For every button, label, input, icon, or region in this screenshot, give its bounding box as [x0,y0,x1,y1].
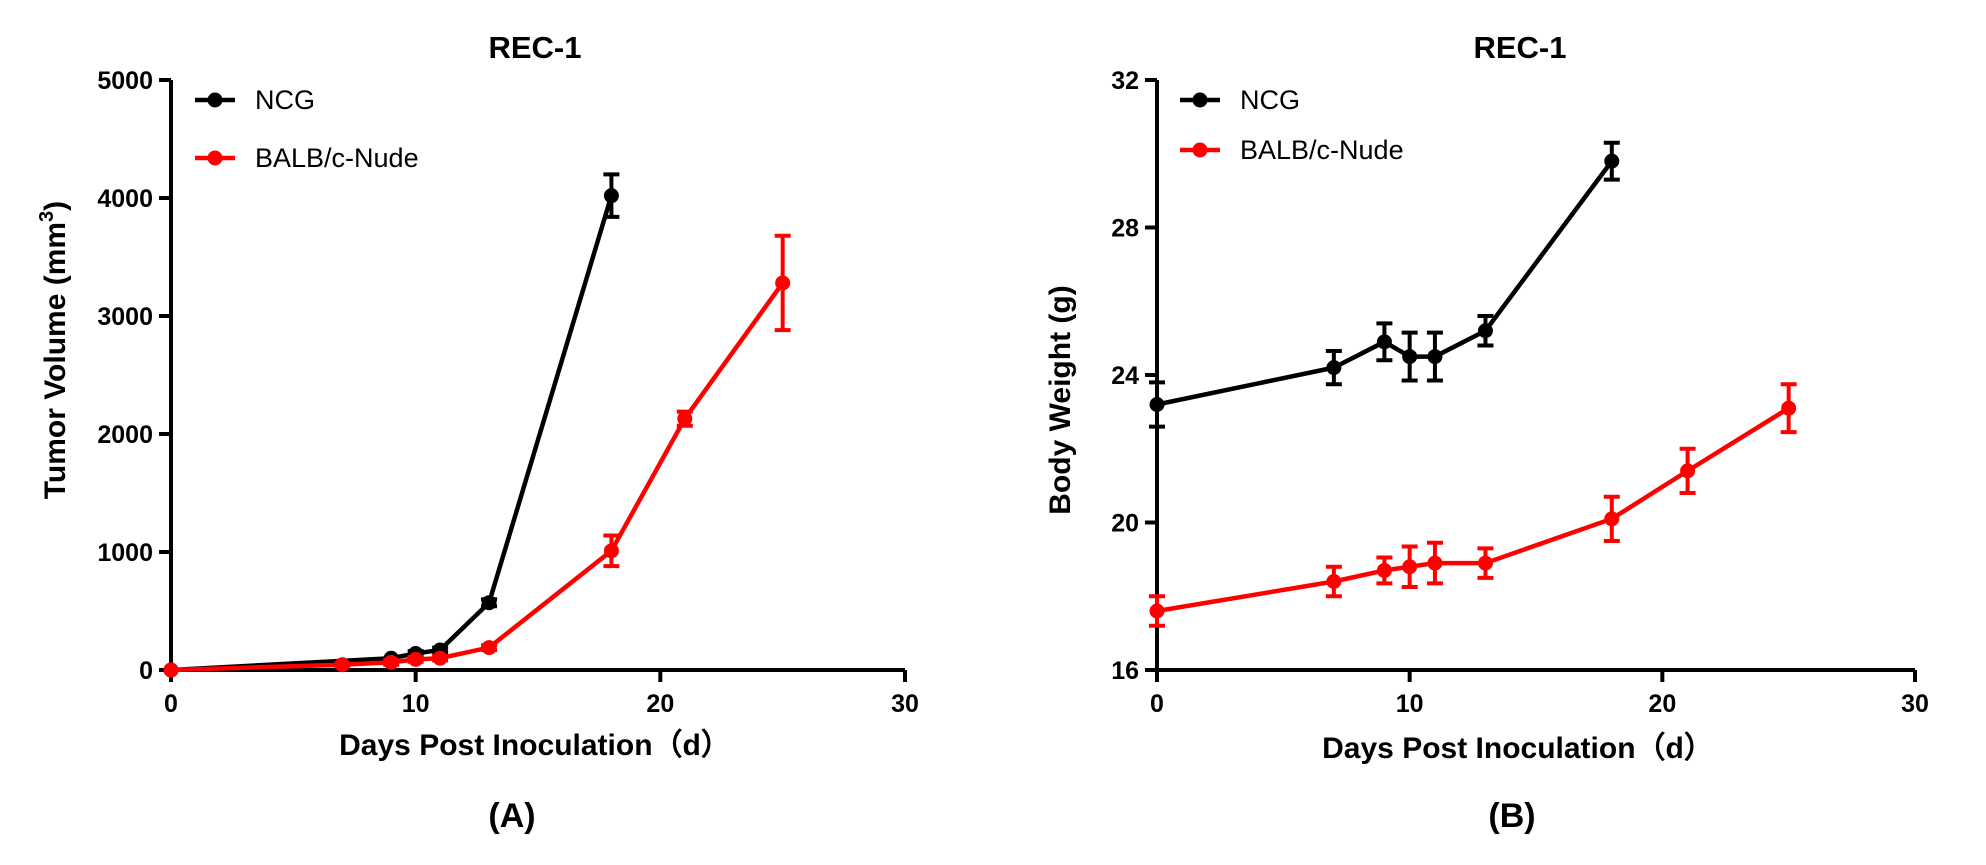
panel-b-ncg-point [1149,397,1165,412]
panel-a-y-axis-label-close: ) [39,201,72,211]
panel-a-y-tick-label: 1000 [97,539,153,567]
panel-b-y-axis-label: Body Weight (g) [1044,285,1077,514]
panel-b-ncg-point [1427,349,1443,365]
panel-a-balbc-nude-point [677,411,693,427]
panel-b-balbc-nude-point [1477,555,1493,571]
panel-b-y-tick-label: 24 [1111,362,1139,390]
panel-a-legend-balbc-nude-marker [207,150,223,166]
panel-a-ncg-point [481,595,497,611]
panel-b-x-tick-label: 20 [1648,690,1676,718]
panel-a-x-tick-label: 20 [646,690,674,718]
panel-a-y-tick-label: 2000 [97,421,153,449]
panel-a-legend: NCG BALB/c-Nude [195,85,419,173]
panel-a-ncg-point [603,188,619,204]
panel-b-ncg-point [1376,334,1392,350]
panel-a-y-tick-label: 0 [139,657,153,685]
panel-b-balbc-nude-point [1781,400,1797,416]
panel-a-legend-balbc-nude-label: BALB/c-Nude [255,143,419,173]
panel-b-title: REC-1 [1473,30,1566,65]
panel-a-y-axis-label-superscript: 3 [36,211,58,222]
panel-a-legend-ncg-marker [207,92,223,108]
panel-b-x-axis-label: Days Post Inoculation（d） [1322,731,1714,765]
panel-b-series [1149,140,1797,628]
panel-b-balbc-nude-point [1326,574,1342,589]
panel-a-balbc-nude-point [163,662,179,678]
panel-b-legend-balbc-nude-marker [1192,142,1208,158]
panel-a-balbc-nude-point [775,275,791,291]
panel-a-balbc-nude-point [481,640,497,656]
panel-b-balbc-nude-point [1402,559,1418,575]
panel-b-y-tick-label: 16 [1111,657,1139,685]
panel-b-x-tick-label: 10 [1396,690,1424,718]
panel-b-ncg-point [1477,323,1493,339]
panel-b-ncg-point [1326,360,1342,376]
panel-a-x-axis-label: Days Post Inoculation（d） [339,728,731,762]
panel-a-y-axis-label-text: Tumor Volume (mm3) [36,201,72,499]
panel-b-axes: 0 10 20 30 16 20 24 28 32 [1111,67,1929,718]
panel-a-title: REC-1 [488,30,581,65]
panel-a-balbc-nude-point [603,543,619,559]
panel-b-y-tick-label: 20 [1111,510,1139,538]
panel-b-balbc-nude-point [1376,562,1392,578]
panel-b-body-weight-chart: REC-1 Body Weight (g) Days Post Inoculat… [1044,30,1929,835]
panel-b-x-tick-label: 30 [1901,690,1929,718]
panel-b-legend-ncg-label: NCG [1240,85,1300,115]
panel-b-ncg-line [1156,159,1614,407]
panel-a-balbc-nude-point [408,651,424,667]
panel-a-x-tick-label: 30 [891,690,919,718]
panel-b-y-tick-label: 32 [1111,67,1139,95]
panel-b-legend: NCG BALB/c-Nude [1180,85,1404,165]
panel-b-ncg-point [1402,349,1418,365]
panel-a-ncg-line [170,194,614,673]
panel-b-y-tick-label: 28 [1111,215,1139,243]
panel-a-label: (A) [488,797,535,835]
panel-b-balbc-nude-line [1156,406,1790,614]
panel-b-label: (B) [1488,797,1535,835]
panel-a-series [163,172,791,678]
panel-a-legend-ncg-label: NCG [255,85,315,115]
panel-a-tumor-volume-chart: REC-1 Tumor Volume (mm3) Days Post Inocu… [36,30,919,835]
panel-a-axes: 0 10 20 30 0 1000 2000 3000 4000 5000 [97,67,919,718]
panel-b-balbc-nude-point [1604,511,1620,527]
panel-a-x-tick-label: 0 [164,690,178,718]
panel-a-balbc-nude-point [334,657,350,673]
panel-a-y-tick-label: 5000 [97,67,153,95]
panel-a-balbc-nude-point [383,654,399,670]
panel-b-balbc-nude-point [1427,555,1443,571]
panel-a-y-tick-label: 3000 [97,303,153,331]
panel-b-ncg-point [1604,153,1620,169]
panel-a-balbc-nude-point [432,650,448,666]
panel-a-y-axis-label: Tumor Volume (mm3) [36,201,72,499]
panel-b-legend-ncg-marker [1192,92,1208,108]
panel-b-balbc-nude-point [1149,603,1165,619]
panel-a-x-tick-label: 10 [402,690,430,718]
panel-b-x-tick-label: 0 [1150,690,1164,718]
panel-a-y-tick-label: 4000 [97,185,153,213]
panel-b-balbc-nude-point [1680,463,1696,479]
panel-b-legend-balbc-nude-label: BALB/c-Nude [1240,135,1404,165]
